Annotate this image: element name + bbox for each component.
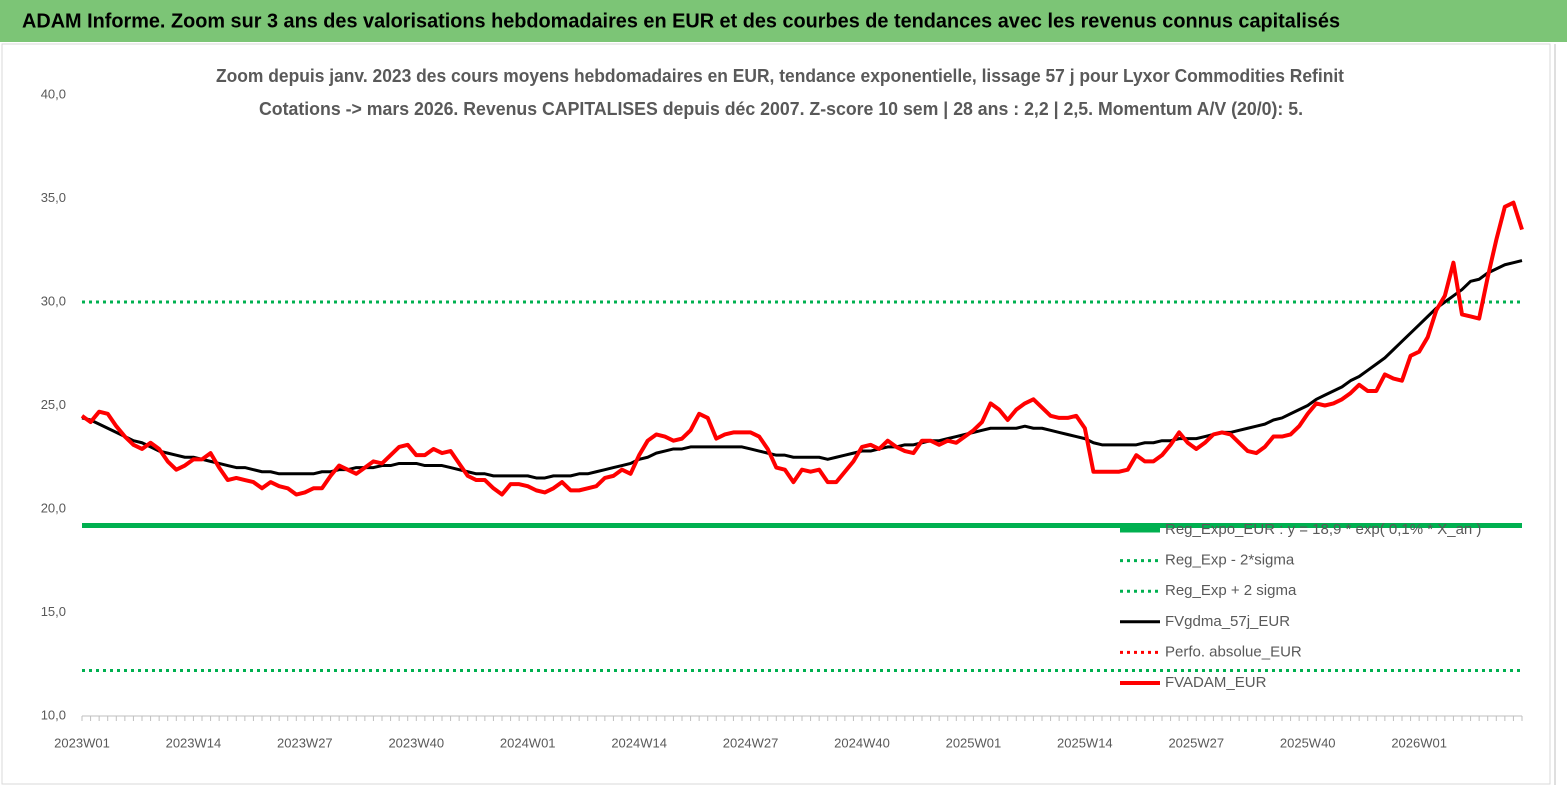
header-bar <box>0 0 1567 42</box>
legend-label: Reg_Exp - 2*sigma <box>1165 552 1295 569</box>
chart-subtitle: Cotations -> mars 2026. Revenus CAPITALI… <box>259 99 1303 119</box>
series-line <box>81 259 1523 480</box>
y-tick-label: 25,0 <box>41 397 66 412</box>
y-tick-label: 40,0 <box>41 86 66 101</box>
x-tick-label: 2023W27 <box>277 735 333 750</box>
x-tick-label: 2023W40 <box>388 735 444 750</box>
chart-title: Zoom depuis janv. 2023 des cours moyens … <box>216 66 1344 86</box>
legend-label: Reg_Expo_EUR : y = 18,9 * exp( 0,1% * X_… <box>1165 521 1481 538</box>
y-tick-label: 20,0 <box>41 500 66 515</box>
series-line <box>80 200 1524 497</box>
y-tick-label: 10,0 <box>41 707 66 722</box>
chart-border <box>1 43 1551 785</box>
legend-label: FVgdma_57j_EUR <box>1165 613 1290 630</box>
x-tick-label: 2025W40 <box>1280 735 1336 750</box>
y-tick-label: 30,0 <box>41 293 66 308</box>
x-tick-label: 2024W40 <box>834 735 890 750</box>
x-tick-label: 2025W01 <box>946 735 1002 750</box>
x-tick-label: 2023W14 <box>166 735 222 750</box>
y-tick-label: 35,0 <box>41 190 66 205</box>
legend-label: FVADAM_EUR <box>1165 674 1267 691</box>
y-tick-label: 15,0 <box>41 604 66 619</box>
x-tick-label: 2025W27 <box>1168 735 1224 750</box>
x-tick-label: 2024W14 <box>611 735 667 750</box>
header-title: ADAM Informe. Zoom sur 3 ans des valoris… <box>22 10 1340 32</box>
x-tick-label: 2024W01 <box>500 735 556 750</box>
legend-label: Reg_Exp + 2 sigma <box>1165 582 1297 599</box>
x-tick-label: 2026W01 <box>1391 735 1447 750</box>
legend-label: Perfo. absolue_EUR <box>1165 643 1302 660</box>
x-tick-label: 2024W27 <box>723 735 779 750</box>
x-tick-label: 2025W14 <box>1057 735 1113 750</box>
x-tick-label: 2023W01 <box>54 735 110 750</box>
